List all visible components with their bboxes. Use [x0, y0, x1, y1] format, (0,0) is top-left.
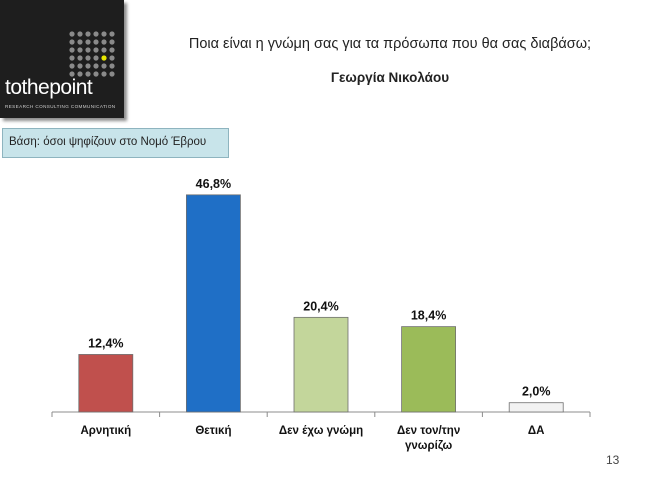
- logo-dot: [85, 31, 91, 37]
- data-label: 12,4%: [88, 336, 123, 350]
- logo-dot: [101, 63, 107, 69]
- data-label: 18,4%: [411, 309, 446, 323]
- category-label: Αρνητική: [80, 425, 131, 437]
- logo-dot: [109, 31, 115, 37]
- logo-dot: [69, 47, 75, 53]
- logo-dot: [109, 71, 115, 77]
- bar-chart: 12,4% Αρνητική 46,8% Θετική 20,4% Δεν έχω γνώ…: [51, 177, 591, 452]
- logo-dot: [109, 39, 115, 45]
- category-label: Θετική: [195, 425, 231, 437]
- bar-3: [293, 316, 349, 413]
- logo-dot: [101, 47, 107, 53]
- logo-dot: [101, 71, 107, 77]
- logo-dot: [69, 71, 75, 77]
- category-label: ΔΑ: [528, 425, 545, 437]
- logo-dot: [93, 71, 99, 77]
- base-note: Βάση: όσοι ψηφίζουν στο Νομό Έβρου: [2, 128, 229, 158]
- logo-dot: [69, 55, 75, 61]
- logo-dot: [93, 31, 99, 37]
- logo-dot: [77, 63, 83, 69]
- person-name: Γεωργία Νικολάου: [330, 70, 450, 85]
- logo-dot: [109, 63, 115, 69]
- logo-dot: [109, 55, 115, 61]
- survey-question: Ποια είναι η γνώμη σας για τα πρόσωπα πο…: [188, 36, 592, 52]
- data-label: 46,8%: [196, 177, 231, 191]
- data-label: 2,0%: [522, 385, 551, 399]
- logo-dot: [109, 47, 115, 53]
- logo-dot: [93, 55, 99, 61]
- logo-dot: [101, 39, 107, 45]
- category-label: γνωρίζω: [405, 440, 452, 452]
- logo-dot: [85, 47, 91, 53]
- category-label: Δεν έχω γνώμη: [279, 425, 363, 437]
- logo-dot: [77, 71, 83, 77]
- logo-dot: [77, 39, 83, 45]
- page-number: 13: [606, 453, 620, 467]
- bar-5: [508, 402, 564, 413]
- logo-dot: [77, 31, 83, 37]
- logo-tagline: RESEARCH CONSULTING COMMUNICATION: [5, 104, 116, 109]
- logo-dot: [85, 63, 91, 69]
- logo-dot: [77, 55, 83, 61]
- logo-dot: [101, 31, 107, 37]
- logo-dot: [93, 47, 99, 53]
- logo-dot: [69, 63, 75, 69]
- logo-accent-dot: [101, 55, 107, 61]
- category-label: Δεν τον/την: [397, 425, 460, 437]
- logo-dot: [69, 31, 75, 37]
- logo-dot: [85, 55, 91, 61]
- logo-brand-text: tothepoint: [5, 76, 93, 99]
- company-logo: tothepoint RESEARCH CONSULTING COMMUNICA…: [0, 0, 124, 118]
- logo-dot: [93, 39, 99, 45]
- logo-dot: [85, 71, 91, 77]
- logo-dot: [69, 39, 75, 45]
- logo-dot: [77, 47, 83, 53]
- logo-dot: [85, 39, 91, 45]
- bar-4: [401, 326, 457, 413]
- bar-2: [185, 194, 241, 413]
- logo-dot: [93, 63, 99, 69]
- data-label: 20,4%: [303, 299, 338, 313]
- logo-dot-grid-icon: [69, 31, 115, 77]
- bar-1: [78, 354, 134, 413]
